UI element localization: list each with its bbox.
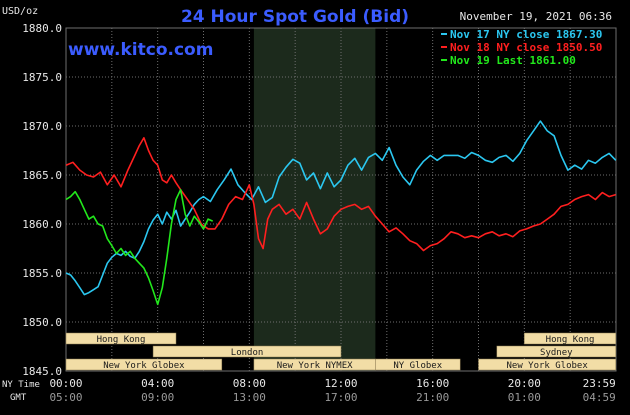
x-tick-label-gmt: 13:00 bbox=[233, 391, 266, 404]
x-tick-label-ny: 16:00 bbox=[416, 377, 449, 390]
x-tick-label-gmt: 17:00 bbox=[324, 391, 357, 404]
x-tick-label-ny: 12:00 bbox=[324, 377, 357, 390]
session-bar-fill bbox=[152, 345, 342, 358]
x-tick-label-gmt: 21:00 bbox=[416, 391, 449, 404]
session-label: Sydney bbox=[540, 348, 573, 358]
session-bar: Hong Kong bbox=[524, 332, 617, 345]
y-tick-label: 1855.0 bbox=[22, 267, 62, 280]
legend-entry: Nov 17 NY close 1867.30 bbox=[450, 28, 602, 41]
session-label: New York Globex bbox=[506, 361, 588, 371]
session-bar-fill bbox=[65, 332, 177, 345]
y-tick-label: 1875.0 bbox=[22, 71, 62, 84]
session-bar: New York Globex bbox=[478, 358, 617, 371]
session-label: New York Globex bbox=[103, 361, 185, 371]
session-label: Hong Kong bbox=[97, 335, 146, 345]
session-bar-fill bbox=[524, 332, 617, 345]
ny-time-row-label: NY Time bbox=[2, 380, 40, 390]
y-tick-label: 1880.0 bbox=[22, 22, 62, 35]
date-stamp: November 19, 2021 06:36 bbox=[460, 10, 612, 23]
y-tick-label: 1860.0 bbox=[22, 218, 62, 231]
x-tick-label-ny: 23:59 bbox=[583, 377, 616, 390]
session-label: New York NYMEX bbox=[277, 361, 353, 371]
series-line-2 bbox=[65, 137, 617, 252]
session-bar: Hong Kong bbox=[65, 332, 177, 345]
gmt-row-label: GMT bbox=[10, 393, 27, 403]
session-bar-fill bbox=[375, 358, 461, 371]
x-tick-label-ny: 04:00 bbox=[141, 377, 174, 390]
session-bar: New York NYMEX bbox=[253, 358, 376, 371]
chart-title: 24 Hour Spot Gold (Bid) bbox=[181, 7, 409, 27]
y-tick-label: 1870.0 bbox=[22, 120, 62, 133]
legend-entry: Nov 19 Last 1861.00 bbox=[450, 54, 576, 67]
x-tick-label-gmt: 01:00 bbox=[508, 391, 541, 404]
y-tick-label: 1850.0 bbox=[22, 316, 62, 329]
nymex-session-shade bbox=[253, 28, 376, 371]
x-tick-label-ny: 20:00 bbox=[508, 377, 541, 390]
session-bar-fill bbox=[478, 358, 617, 371]
session-bar-fill bbox=[65, 358, 223, 371]
session-bar: New York Globex bbox=[65, 358, 223, 371]
x-tick-label-gmt: 09:00 bbox=[141, 391, 174, 404]
y-tick-label: 1865.0 bbox=[22, 169, 62, 182]
legend-entry: Nov 18 NY close 1850.50 bbox=[450, 41, 602, 54]
session-label: London bbox=[231, 348, 264, 358]
session-bar-fill bbox=[496, 345, 617, 358]
x-tick-label-gmt: 05:00 bbox=[49, 391, 82, 404]
series-line-3 bbox=[65, 188, 214, 306]
x-tick-label-gmt: 04:59 bbox=[583, 391, 616, 404]
session-label: NY Globex bbox=[393, 361, 442, 371]
session-label: Hong Kong bbox=[546, 335, 595, 345]
x-tick-label-ny: 00:00 bbox=[49, 377, 82, 390]
session-bar: London bbox=[152, 345, 342, 358]
y-tick-label: 1845.0 bbox=[22, 365, 62, 378]
x-tick-label-ny: 08:00 bbox=[233, 377, 266, 390]
session-bar: NY Globex bbox=[375, 358, 461, 371]
session-bar: Sydney bbox=[496, 345, 617, 358]
watermark-text: www.kitco.com bbox=[68, 40, 213, 60]
unit-label: USD/oz bbox=[2, 6, 38, 17]
